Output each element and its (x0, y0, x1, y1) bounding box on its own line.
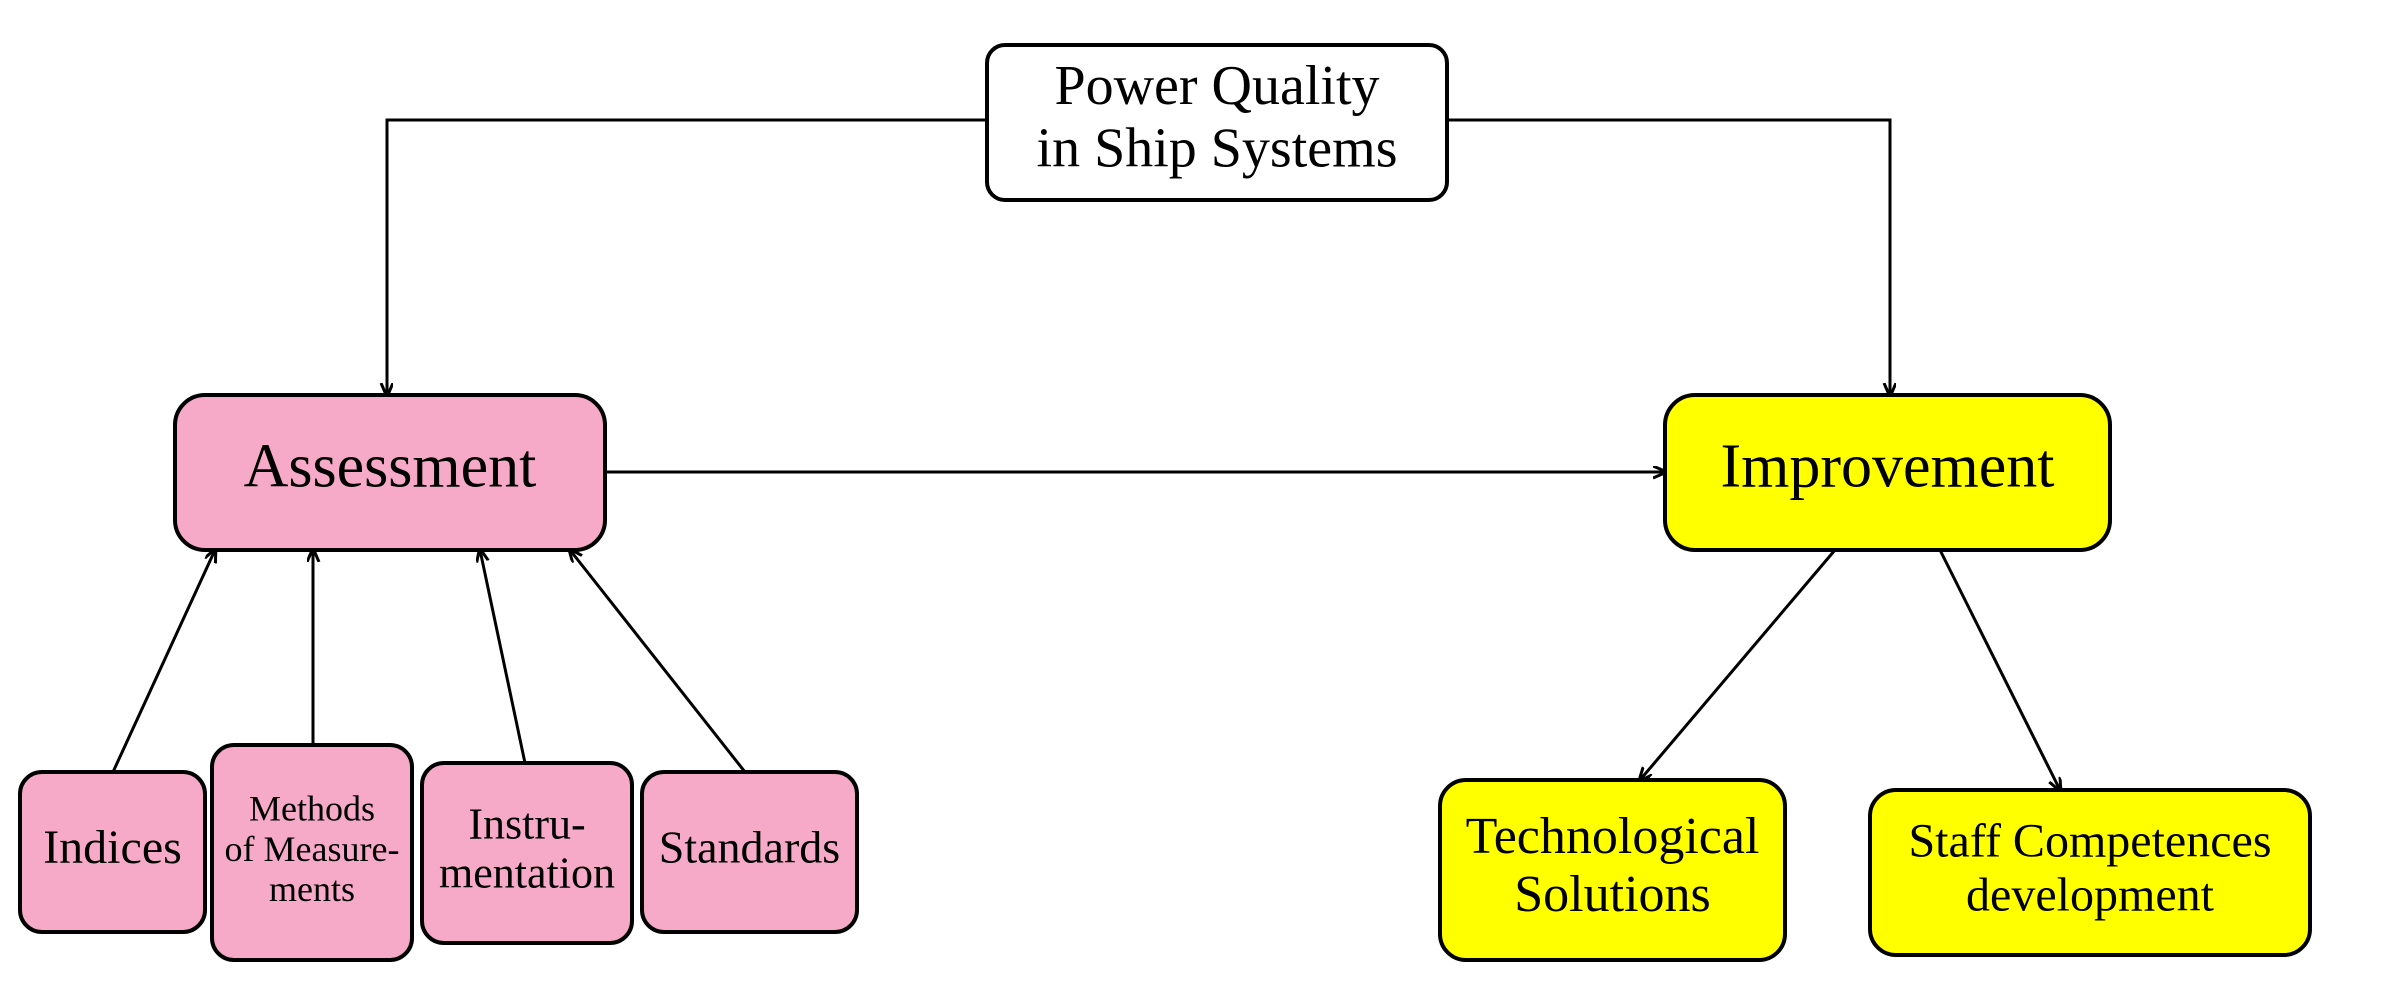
node-standards: Standards (642, 772, 857, 932)
node-methods-label-1: of Measure- (225, 829, 400, 869)
edge-root-improvement (1447, 120, 1890, 395)
edge-standards-assessment (570, 550, 745, 772)
node-methods-label-0: Methods (249, 788, 375, 828)
node-root: Power Qualityin Ship Systems (987, 45, 1447, 200)
edge-indices-assessment (113, 550, 215, 772)
node-staff: Staff Competencesdevelopment (1870, 790, 2310, 955)
node-indices: Indices (20, 772, 205, 932)
node-root-label-0: Power Quality (1054, 55, 1379, 117)
node-staff-label-1: development (1966, 868, 2215, 921)
node-assessment-label-0: Assessment (244, 433, 537, 501)
flowchart-canvas: Power Qualityin Ship Systems Assessment Im… (0, 0, 2406, 994)
node-instrumentation-label-0: Instru- (468, 799, 585, 848)
node-improvement: Improvement (1665, 395, 2110, 550)
node-improvement-label-0: Improvement (1720, 433, 2054, 501)
node-standards-label-0: Standards (659, 822, 840, 873)
node-root-label-1: in Ship Systems (1037, 118, 1398, 180)
node-methods-label-2: ments (269, 869, 355, 909)
edge-instrumentation-assessment (480, 550, 525, 763)
node-tech-label-1: Solutions (1514, 866, 1711, 923)
node-methods: Methodsof Measure-ments (212, 745, 412, 960)
node-instrumentation: Instru-mentation (422, 763, 632, 943)
edge-improvement-staff (1940, 550, 2060, 790)
edge-root-assessment (387, 120, 987, 395)
node-tech-label-0: Technological (1466, 808, 1760, 865)
node-indices-label-0: Indices (43, 821, 182, 874)
node-instrumentation-label-1: mentation (439, 849, 615, 898)
node-assessment: Assessment (175, 395, 605, 550)
edge-improvement-tech (1640, 550, 1835, 780)
node-tech: TechnologicalSolutions (1440, 780, 1785, 960)
node-staff-label-0: Staff Competences (1908, 815, 2271, 868)
